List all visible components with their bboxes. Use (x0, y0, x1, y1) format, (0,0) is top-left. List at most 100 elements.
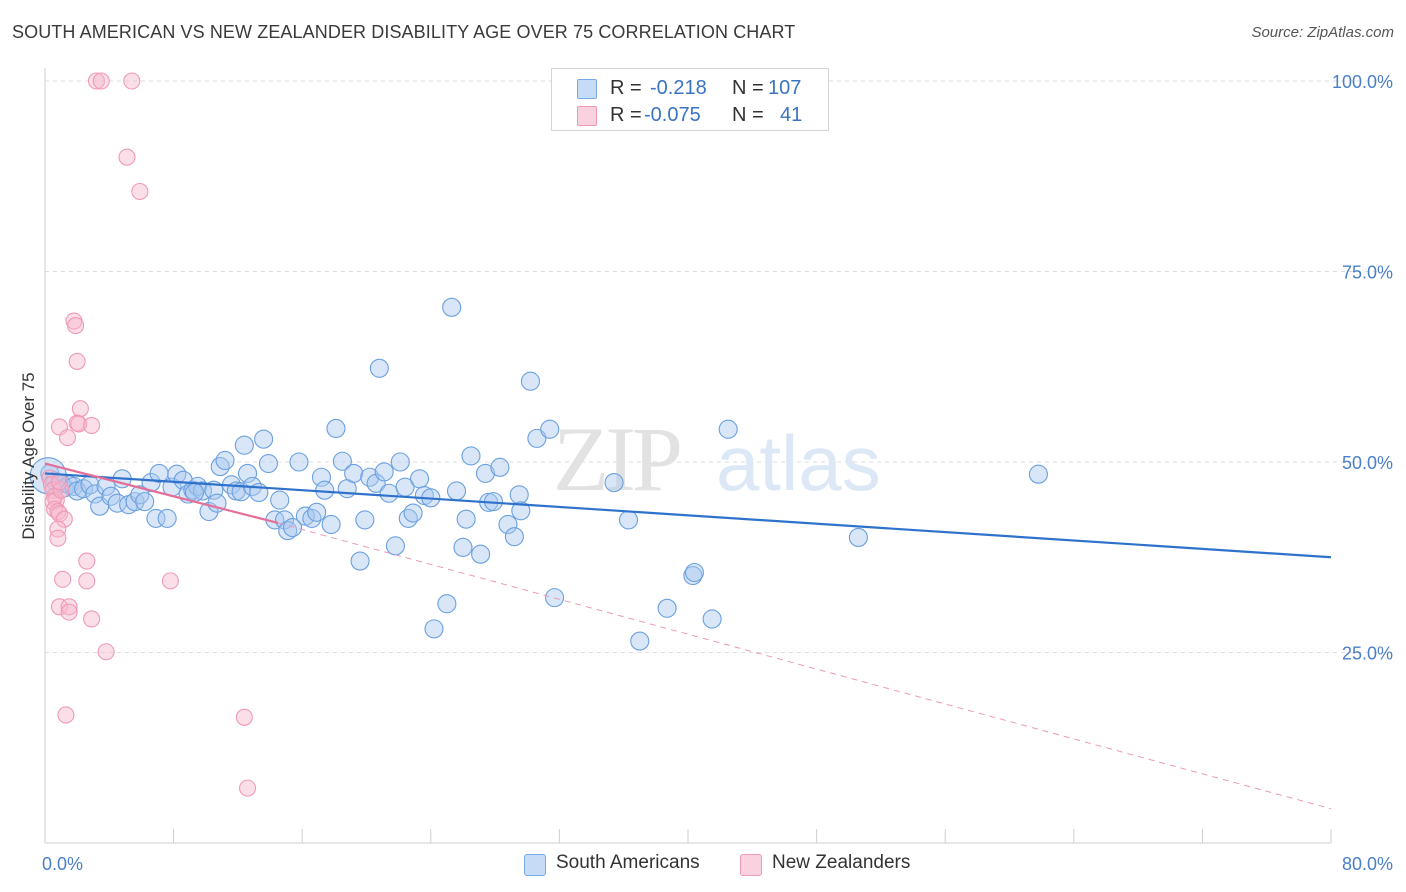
legend-swatch-blue (524, 854, 546, 876)
data-point-new-zealanders (70, 415, 88, 433)
data-point-south-americans (369, 358, 389, 378)
data-point-new-zealanders (57, 706, 75, 724)
data-point-south-americans (85, 484, 105, 504)
data-point-south-americans (184, 482, 205, 503)
legend-r-label: R = (610, 77, 642, 99)
data-point-south-americans (490, 457, 510, 477)
x-tick-label: 0.0% (42, 854, 83, 874)
data-point-south-americans (390, 452, 410, 472)
legend-n-value: 41 (780, 104, 803, 126)
data-point-south-americans (527, 428, 547, 448)
data-point-south-americans (456, 509, 476, 529)
data-point-new-zealanders (123, 72, 141, 90)
axes (44, 68, 1332, 844)
data-point-south-americans (326, 418, 346, 439)
legend-label: New Zealanders (772, 852, 911, 873)
data-point-south-americans (258, 453, 278, 474)
data-point-south-americans (366, 473, 386, 493)
data-point-south-americans (683, 565, 703, 586)
data-point-new-zealanders (78, 552, 96, 570)
data-point-south-americans (461, 446, 481, 466)
y-axis-label: Disability Age Over 75 (19, 372, 38, 539)
data-point-south-americans (446, 481, 467, 501)
data-point-new-zealanders (235, 708, 253, 726)
data-point-south-americans (385, 536, 405, 556)
data-point-south-americans (254, 429, 274, 449)
watermark-zip: ZIP (553, 408, 680, 510)
data-point-south-americans (215, 450, 235, 471)
watermark: ZIP atlas (553, 408, 881, 510)
grid-lines (45, 80, 1392, 653)
data-point-new-zealanders (50, 598, 69, 616)
data-point-new-zealanders (92, 72, 110, 90)
data-point-new-zealanders (50, 505, 69, 523)
data-point-south-americans (374, 462, 394, 482)
data-point-south-americans (135, 492, 155, 512)
legend-swatch-blue (577, 79, 597, 99)
data-point-new-zealanders (161, 572, 179, 590)
y-tick-label: 50.0% (1342, 453, 1393, 473)
data-point-south-americans (475, 463, 496, 483)
data-point-new-zealanders (50, 473, 69, 491)
data-point-south-americans (403, 503, 423, 523)
y-tick-label: 100.0% (1332, 72, 1393, 92)
chart-title: SOUTH AMERICAN VS NEW ZEALANDER DISABILI… (12, 22, 796, 42)
data-point-south-americans (274, 510, 295, 530)
data-point-south-americans (344, 463, 364, 483)
data-point-south-americans (604, 473, 624, 493)
trend-lines (44, 462, 1332, 810)
data-point-new-zealanders (97, 643, 115, 661)
data-point-south-americans (684, 562, 704, 583)
data-point-new-zealanders (49, 529, 67, 547)
legend-swatch-pink (577, 106, 597, 126)
data-point-new-zealanders (58, 429, 77, 447)
data-point-south-americans (509, 485, 529, 505)
data-point-south-americans (540, 419, 560, 439)
data-point-south-americans (350, 551, 370, 571)
legend-r-label: R = (610, 104, 642, 126)
y-tick-label: 25.0% (1342, 644, 1393, 664)
data-point-new-zealanders (60, 598, 78, 616)
legend-n-label: N = (732, 104, 764, 126)
data-point-south-americans (630, 631, 650, 651)
data-point-new-zealanders (60, 603, 78, 621)
data-point-new-zealanders (118, 148, 136, 166)
data-point-new-zealanders (83, 416, 101, 434)
data-point-south-americans (657, 598, 677, 618)
legend-r-value: -0.075 (644, 104, 701, 126)
data-point-new-zealanders (131, 182, 149, 201)
legend-row-south-americans: R = -0.218 N = 107 (552, 75, 828, 101)
data-point-south-americans (453, 537, 473, 557)
data-point-south-americans (520, 371, 541, 391)
data-point-new-zealanders (68, 414, 86, 432)
data-point-south-americans (270, 490, 290, 510)
data-point-south-americans (437, 594, 457, 614)
tick-labels: 25.0% 50.0% 75.0% 100.0% 0.0% 80.0% (42, 72, 1393, 874)
data-point-new-zealanders (238, 779, 257, 797)
data-point-south-americans (125, 492, 145, 512)
data-point-south-americans (848, 527, 868, 547)
data-point-new-zealanders (49, 520, 67, 538)
series-new-zealanders (41, 72, 257, 797)
trend-line-south-americans (44, 472, 1332, 559)
data-point-south-americans (355, 510, 375, 530)
trend-line-new-zealanders-extension (277, 522, 1332, 810)
data-point-south-americans (321, 514, 341, 535)
data-point-south-americans (379, 483, 399, 503)
data-point-south-americans (332, 451, 352, 471)
data-point-south-americans (409, 469, 430, 489)
data-point-new-zealanders (83, 610, 101, 628)
data-point-south-americans (289, 452, 309, 472)
data-point-south-americans (718, 419, 738, 439)
correlation-legend: R = -0.218 N = 107 R = -0.075 N = 41 (551, 68, 829, 131)
data-point-south-americans (130, 485, 150, 505)
data-point-south-americans (146, 508, 166, 528)
data-point-south-americans (1028, 464, 1048, 484)
data-point-south-americans (424, 619, 444, 639)
legend-n-label: N = (732, 77, 764, 99)
data-point-south-americans (283, 517, 303, 538)
data-point-south-americans (618, 510, 639, 530)
legend-r-value: -0.218 (650, 77, 707, 99)
data-point-new-zealanders (66, 317, 85, 335)
